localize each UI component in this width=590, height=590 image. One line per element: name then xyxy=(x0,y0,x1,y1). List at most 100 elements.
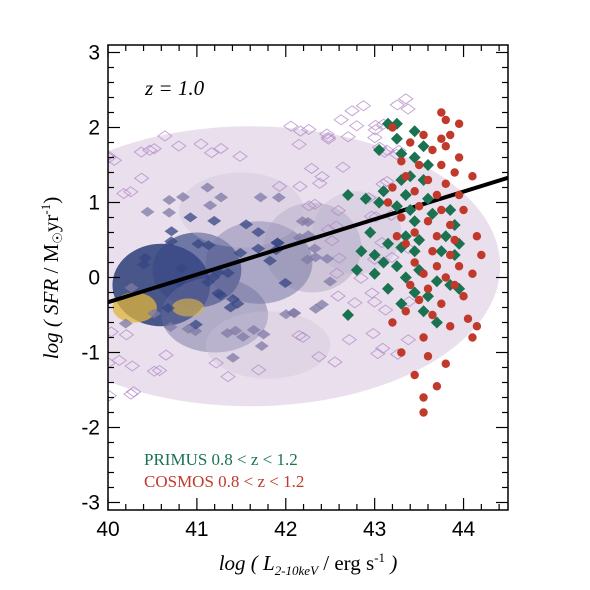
cosmos-point xyxy=(419,333,428,342)
cosmos-point xyxy=(450,235,459,245)
density-cell xyxy=(400,103,416,115)
density-cell xyxy=(141,144,158,156)
density-cell xyxy=(374,342,391,354)
x-tick-label: 43 xyxy=(363,518,386,541)
cosmos-point xyxy=(401,239,410,248)
density-cell xyxy=(239,219,254,230)
density-cell xyxy=(301,216,316,227)
cosmos-point xyxy=(468,269,477,278)
density-cell xyxy=(291,138,307,150)
density-cell xyxy=(278,278,293,289)
x-tick-label: 41 xyxy=(185,518,208,541)
density-cell xyxy=(340,131,357,143)
cosmos-point xyxy=(414,202,424,211)
primus-point xyxy=(390,200,403,213)
density-cell xyxy=(208,357,224,369)
density-blob xyxy=(205,311,331,379)
primus-point xyxy=(413,234,426,246)
cosmos-point xyxy=(441,142,450,151)
cosmos-point xyxy=(437,205,446,215)
primus-point xyxy=(399,271,412,284)
cosmos-point xyxy=(410,258,419,267)
density-cell xyxy=(146,143,162,155)
cosmos-point xyxy=(437,160,446,170)
y-tick-label: -1 xyxy=(81,342,100,365)
density-cell xyxy=(220,371,236,383)
x-axis-label: log ( L2-10keV / erg s-1 ) xyxy=(219,550,398,578)
cosmos-point xyxy=(419,408,428,417)
density-cell xyxy=(323,276,338,287)
primus-point xyxy=(368,267,381,280)
primus-point xyxy=(417,305,430,318)
density-cell xyxy=(225,352,240,363)
primus-point xyxy=(373,144,386,156)
cosmos-point xyxy=(432,262,442,271)
cosmos-point xyxy=(441,115,450,125)
primus-point xyxy=(377,256,390,269)
density-cell xyxy=(118,329,135,341)
primus-point xyxy=(350,264,363,276)
density-cell xyxy=(223,302,238,313)
density-cell xyxy=(320,253,335,264)
cosmos-point xyxy=(423,217,433,226)
density-cell xyxy=(271,192,286,203)
cosmos-point xyxy=(477,250,486,260)
density-cell xyxy=(161,303,176,314)
density-cell xyxy=(270,238,285,249)
density-cell xyxy=(146,365,163,377)
cosmos-point xyxy=(437,299,446,308)
density-cell xyxy=(108,390,118,402)
cosmos-point xyxy=(441,273,450,282)
cosmos-point xyxy=(446,250,455,260)
density-cell xyxy=(384,251,400,264)
cosmos-point xyxy=(441,359,450,368)
density-cell xyxy=(220,268,235,279)
density-cell xyxy=(330,290,346,302)
cosmos-point xyxy=(446,322,455,331)
density-cell xyxy=(366,253,383,265)
density-cell xyxy=(200,182,215,193)
cosmos-point xyxy=(388,318,397,327)
density-cell xyxy=(125,386,142,398)
density-cell xyxy=(111,354,128,367)
density-cell xyxy=(151,364,168,377)
density-cell xyxy=(138,253,153,264)
density-cell xyxy=(366,296,383,308)
density-cell xyxy=(246,324,261,335)
density-cell xyxy=(213,142,229,155)
y-tick-label: 2 xyxy=(88,117,100,140)
primus-point xyxy=(408,245,421,258)
density-cell xyxy=(295,331,311,343)
cosmos-point xyxy=(441,179,450,188)
y-tick-label: 3 xyxy=(88,42,100,65)
density-cell xyxy=(344,105,360,117)
cosmos-point xyxy=(419,269,428,278)
annotation-redshift: z = 1.0 xyxy=(144,76,205,100)
cosmos-point xyxy=(454,190,464,200)
density-cell xyxy=(162,207,177,218)
density-cell xyxy=(156,130,173,142)
cosmos-point xyxy=(397,348,406,357)
cosmos-point xyxy=(406,138,415,147)
density-cell xyxy=(282,120,299,132)
cosmos-point xyxy=(450,280,459,290)
density-cell xyxy=(124,360,141,372)
density-cell xyxy=(251,227,266,238)
cosmos-point xyxy=(423,352,433,361)
density-cell xyxy=(311,177,328,189)
density-cell xyxy=(254,340,269,351)
density-cell xyxy=(214,192,229,203)
primus-point xyxy=(408,151,421,164)
density-cell xyxy=(203,200,218,211)
density-cell xyxy=(256,329,271,340)
x-tick-label: 40 xyxy=(96,518,119,541)
density-cell xyxy=(211,288,226,299)
density-cell xyxy=(118,318,133,329)
legend-primus: PRIMUS 0.8 < z < 1.2 xyxy=(144,450,298,469)
density-cell xyxy=(370,347,386,360)
cosmos-point xyxy=(410,370,419,380)
density-cell xyxy=(331,252,348,264)
density-cell xyxy=(308,303,323,314)
y-axis-label: log ( SFR / M☉yr-1) xyxy=(38,197,65,360)
